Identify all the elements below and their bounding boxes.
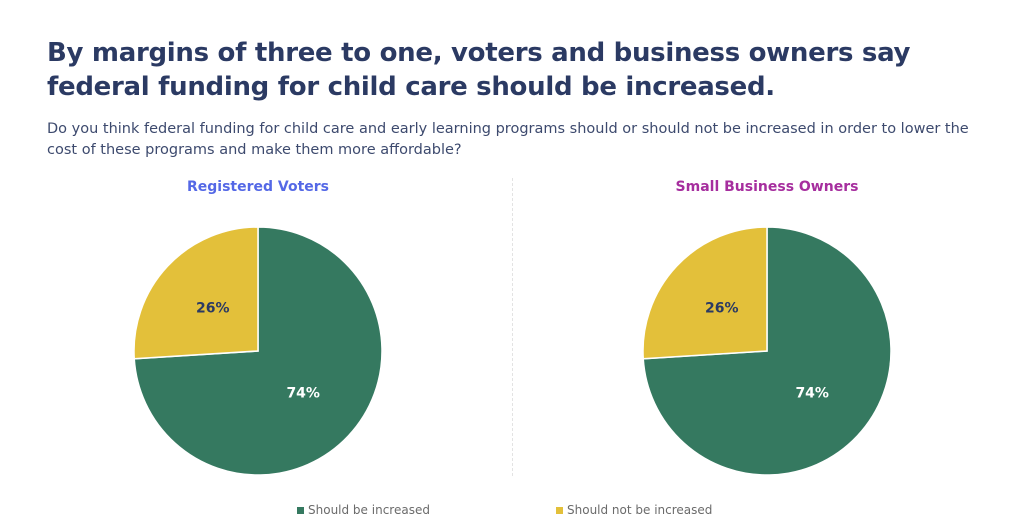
legend-swatch-not-increased (556, 506, 563, 514)
headline: By margins of three to one, voters and b… (47, 38, 911, 102)
legend-item-should-be-increased: Should be increased (297, 503, 430, 517)
pie-chart-small-business-owners: 74% 26% (642, 226, 892, 476)
pie-slice-should-not-be-increased (642, 226, 768, 360)
pie-data-label: 74% (286, 385, 320, 401)
pie-data-label: 26% (196, 301, 230, 317)
legend-item-should-not-be-increased: Should not be increased (556, 503, 712, 517)
pie-slice-should-not-be-increased (133, 226, 259, 360)
chart-divider (512, 178, 513, 476)
legend-swatch-increased (297, 506, 304, 514)
legend-label: Should not be increased (567, 503, 713, 517)
pie-data-label: 26% (705, 301, 739, 317)
pie-chart-registered-voters: 74% 26% (133, 226, 383, 476)
chart-title-small-business-owners: Small Business Owners (675, 179, 859, 195)
legend: Should be increased Should not be increa… (0, 503, 1024, 521)
legend-label: Should be increased (308, 503, 430, 517)
survey-question: Do you think federal funding for child c… (47, 121, 969, 158)
chart-title-registered-voters: Registered Voters (186, 179, 330, 195)
pie-data-label: 74% (795, 385, 829, 401)
